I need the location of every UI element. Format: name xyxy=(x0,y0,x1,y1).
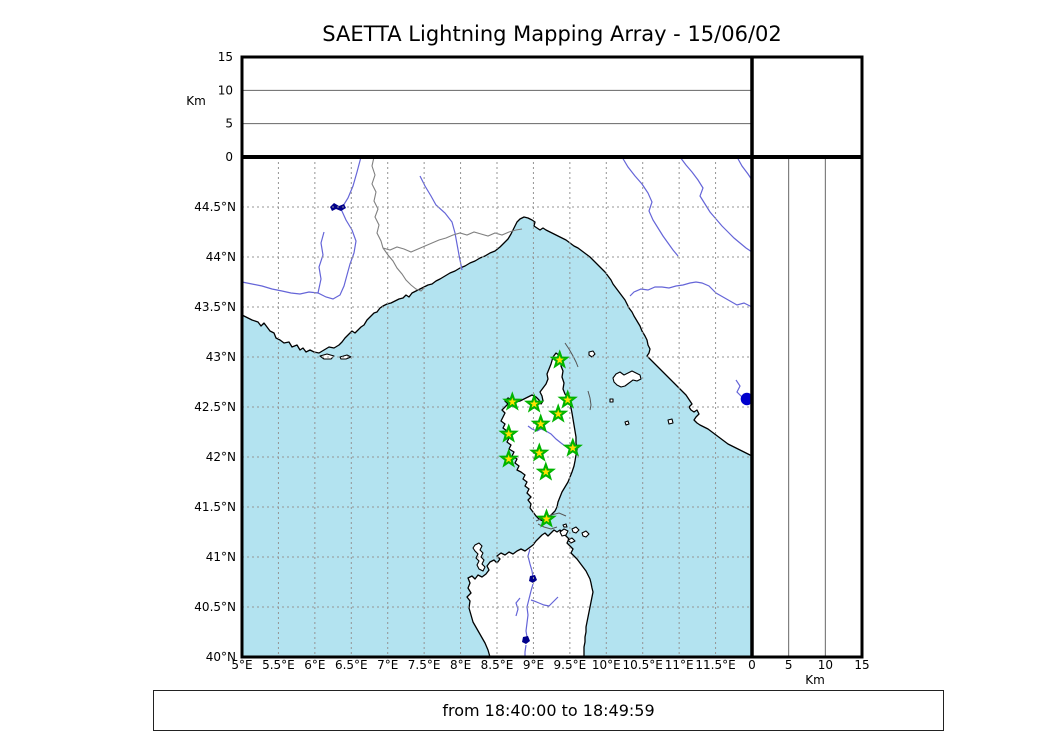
station-star xyxy=(557,389,578,409)
lon-tick-label: 11.5°E xyxy=(695,658,735,672)
lat-tick-label: 41.5°N xyxy=(194,500,236,514)
river xyxy=(241,208,357,300)
altitude-tick-label: 10 xyxy=(218,83,233,97)
lat-tick-label: 40.5°N xyxy=(194,600,236,614)
lat-tick-label: 41°N xyxy=(206,550,236,564)
river xyxy=(621,156,679,257)
altitude-axis-label-bottom: Km xyxy=(805,673,825,687)
lon-tick-label: 10.5°E xyxy=(623,658,663,672)
lon-tick-label: 10°E xyxy=(592,658,621,672)
coastline-mainland xyxy=(241,156,753,457)
island xyxy=(588,350,596,358)
lat-tick-label: 40°N xyxy=(206,650,236,664)
altitude-tick-label-bottom: 15 xyxy=(854,658,869,672)
river xyxy=(736,156,753,181)
altitude-tick-label: 15 xyxy=(218,50,233,64)
river xyxy=(515,597,521,617)
island xyxy=(609,398,614,403)
lat-tick-label: 44°N xyxy=(206,250,236,264)
coastline-corsica xyxy=(500,352,578,522)
island xyxy=(559,528,569,537)
island xyxy=(339,354,352,360)
lightning-source-dot xyxy=(740,392,754,406)
lon-tick-label: 5.5°E xyxy=(262,658,295,672)
lon-tick-label: 8.5°E xyxy=(481,658,514,672)
lat-tick-label: 42.5°N xyxy=(194,400,236,414)
altitude-tick-label: 5 xyxy=(225,117,233,131)
lon-tick-label: 11°E xyxy=(665,658,694,672)
island xyxy=(581,530,590,538)
lon-tick-label: 7°E xyxy=(377,658,398,672)
station-star xyxy=(529,442,550,462)
station-star xyxy=(530,413,551,433)
station-star xyxy=(523,393,545,413)
lat-tick-label: 42°N xyxy=(206,450,236,464)
altitude-tick-label-bottom: 0 xyxy=(748,658,756,672)
altitude-axis-label-left: Km xyxy=(186,94,206,108)
station-star xyxy=(535,461,556,481)
station-star xyxy=(549,349,570,369)
station-star xyxy=(548,403,569,423)
lat-tick-label: 43.5°N xyxy=(194,300,236,314)
lon-tick-label: 5°E xyxy=(231,658,252,672)
river xyxy=(317,231,325,294)
maritime-line xyxy=(587,390,592,411)
river xyxy=(527,425,571,449)
station-star xyxy=(562,437,583,457)
altitude-tick-label: 0 xyxy=(225,150,233,164)
island xyxy=(667,418,674,425)
river xyxy=(530,596,559,607)
station-star xyxy=(502,391,523,411)
river xyxy=(527,548,534,578)
lon-tick-label: 7.5°E xyxy=(408,658,441,672)
lon-tick-label: 6°E xyxy=(304,658,325,672)
lon-tick-label: 6.5°E xyxy=(335,658,368,672)
outer-frame xyxy=(240,55,864,659)
country-border xyxy=(371,156,425,292)
river xyxy=(735,379,743,398)
plot-title: SAETTA Lightning Mapping Array - 15/06/0… xyxy=(322,22,782,46)
lon-tick-label: 9°E xyxy=(523,658,544,672)
lat-tick-label: 44.5°N xyxy=(194,200,236,214)
river xyxy=(525,583,534,638)
island xyxy=(612,370,642,388)
river xyxy=(679,156,753,253)
station-star xyxy=(498,448,519,468)
river xyxy=(629,281,753,308)
time-range-text: from 18:40:00 to 18:49:59 xyxy=(442,701,655,720)
altitude-tick-label-bottom: 10 xyxy=(818,658,833,672)
river xyxy=(524,644,527,657)
lat-tick-label: 43°N xyxy=(206,350,236,364)
river xyxy=(342,156,362,207)
time-range-box: from 18:40:00 to 18:49:59 xyxy=(153,690,944,731)
altitude-tick-label-bottom: 5 xyxy=(785,658,793,672)
lake xyxy=(522,636,530,644)
station-star xyxy=(498,423,519,443)
station-star xyxy=(536,508,557,528)
lon-tick-label: 8°E xyxy=(450,658,471,672)
maritime-line xyxy=(564,342,579,368)
country-border xyxy=(382,228,523,253)
island xyxy=(562,523,568,528)
lon-tick-label: 9.5°E xyxy=(554,658,587,672)
island xyxy=(571,526,580,534)
river xyxy=(419,175,463,271)
island xyxy=(624,420,630,426)
